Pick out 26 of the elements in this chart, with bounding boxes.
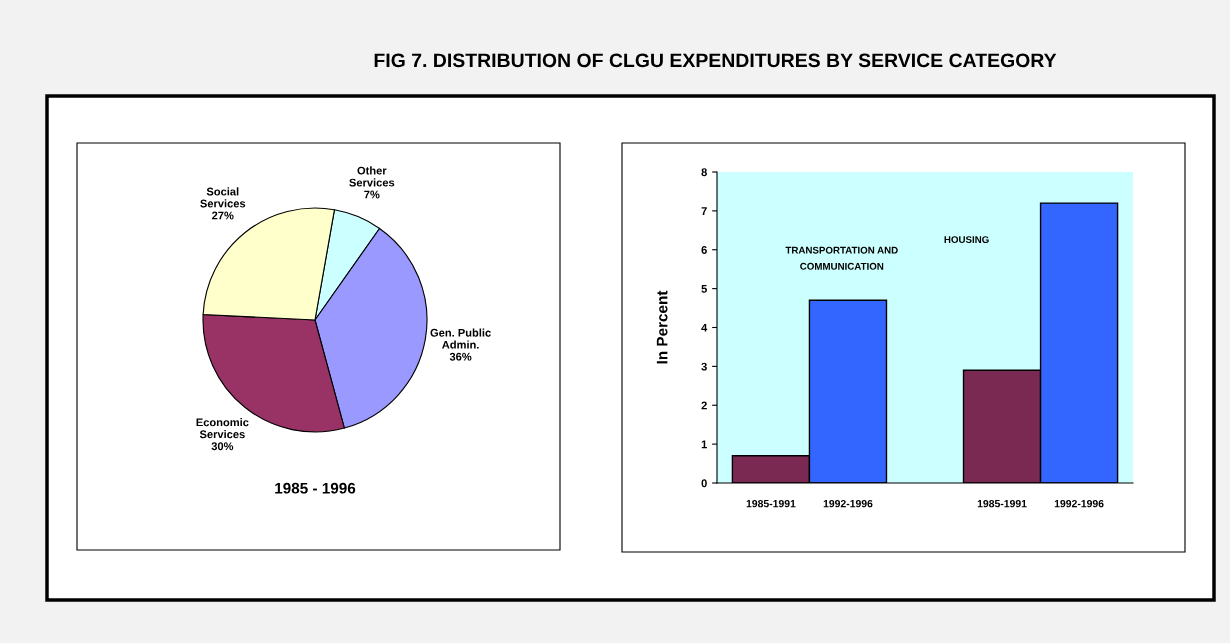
data-label: 30% [211, 442, 234, 451]
y-tick-label: 6 [701, 246, 707, 254]
data-label: 27% [212, 211, 234, 220]
text: 1985 - 1996 [275, 482, 356, 494]
y-tick-label: 1 [701, 440, 707, 449]
slice-label: Gen. Public Admin. [430, 328, 491, 349]
slice-label: Social Services [200, 187, 246, 208]
y-tick-label: 2 [701, 401, 707, 410]
x-tick-label: 1992-1996 [823, 499, 873, 508]
y-tick-label: 8 [701, 168, 707, 177]
y-tick-label: 3 [701, 362, 707, 371]
y-axis-title: In Percent [656, 290, 668, 364]
x-tick-label: 1985-1991 [977, 499, 1027, 508]
y-tick-label: 5 [701, 285, 707, 293]
x-tick-label: 1992-1996 [1054, 499, 1104, 508]
annotation: HOUSING [944, 236, 989, 244]
slice-label: Other Services [349, 166, 395, 187]
x-tick-label: 1985-1991 [746, 499, 796, 508]
slice-label: Economic Services [196, 418, 249, 439]
y-tick-label: 0 [701, 479, 707, 488]
annotation: TRANSPORTATION AND COMMUNICATION [785, 246, 898, 270]
data-label: 36% [449, 352, 472, 361]
y-tick-label: 7 [701, 207, 707, 215]
y-tick-label: 4 [701, 323, 708, 332]
data-label: 7% [364, 190, 380, 199]
text: FIG 7. DISTRIBUTION OF CLGU EXPENDITURES BY SERVICE CATEGORY [374, 53, 1057, 68]
